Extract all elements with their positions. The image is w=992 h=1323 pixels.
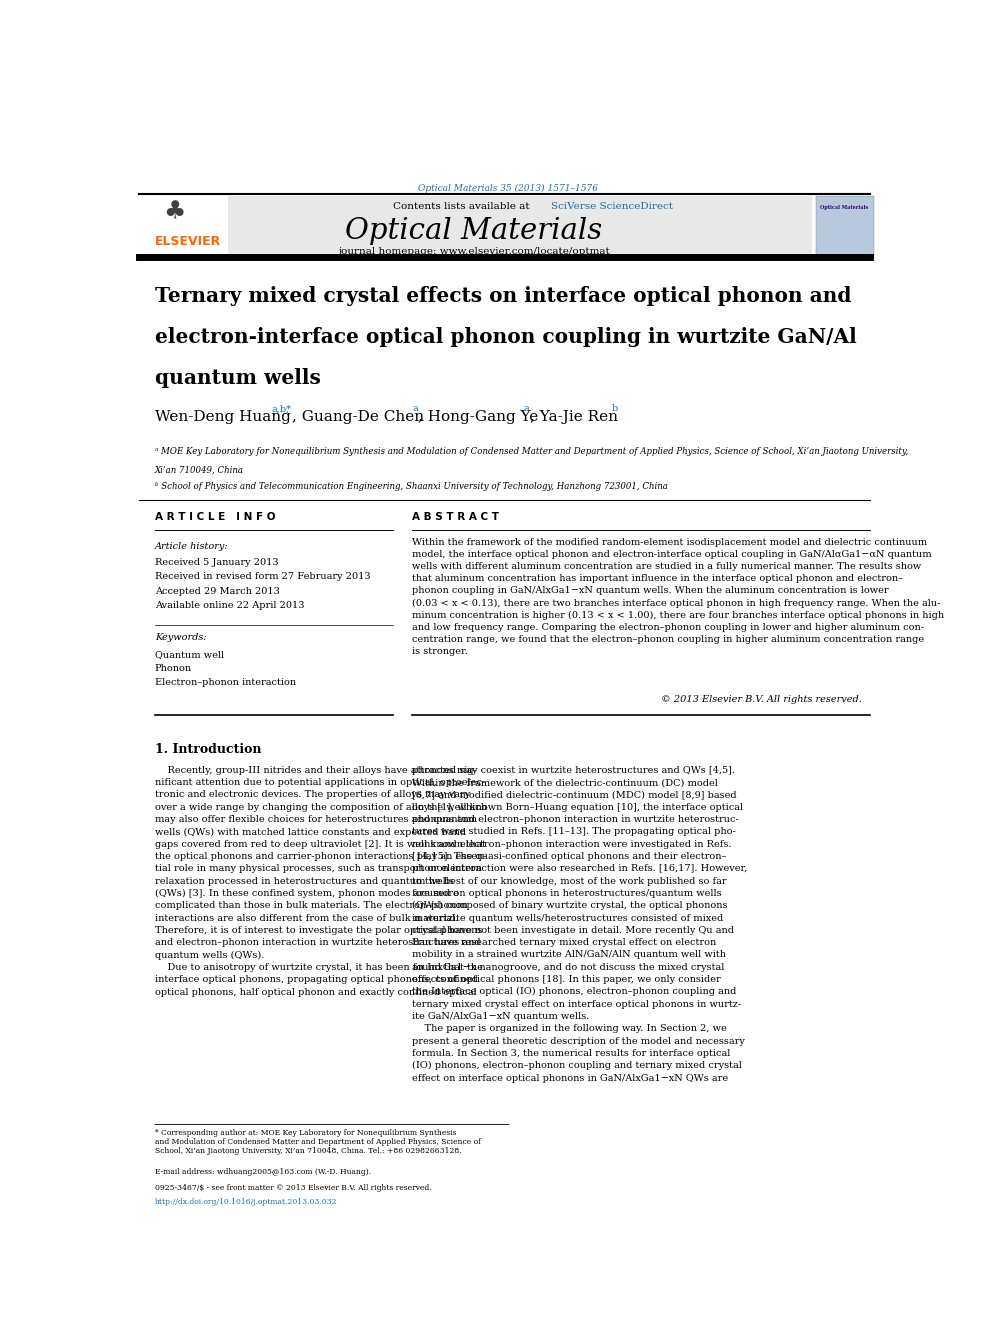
Text: Accepted 29 March 2013: Accepted 29 March 2013 (155, 586, 280, 595)
Bar (815, 196, 874, 255)
Text: E-mail address: wdhuang2005@163.com (W.-D. Huang).: E-mail address: wdhuang2005@163.com (W.-… (155, 1168, 371, 1176)
Bar (139, 196, 812, 255)
Text: phonons may coexist in wurtzite heterostructures and QWs [4,5].
Within the frame: phonons may coexist in wurtzite heterost… (413, 766, 748, 1082)
Text: Ternary mixed crystal effects on interface optical phonon and: Ternary mixed crystal effects on interfa… (155, 286, 851, 306)
Text: * Corresponding author at: MOE Key Laboratory for Nonequilibrium Synthesis
and M: * Corresponding author at: MOE Key Labor… (155, 1129, 481, 1155)
Text: Quantum well: Quantum well (155, 650, 224, 659)
Text: Optical Materials: Optical Materials (345, 217, 602, 245)
Text: *: * (286, 405, 291, 413)
Text: , Ya-Jie Ren: , Ya-Jie Ren (530, 410, 618, 425)
Text: journal homepage: www.elsevier.com/locate/optmat: journal homepage: www.elsevier.com/locat… (338, 247, 610, 257)
Text: © 2013 Elsevier B.V. All rights reserved.: © 2013 Elsevier B.V. All rights reserved… (662, 695, 862, 704)
Text: Phonon: Phonon (155, 664, 191, 673)
Text: a: a (524, 405, 530, 413)
Text: SciVerse ScienceDirect: SciVerse ScienceDirect (551, 201, 673, 210)
Bar (139, 196, 228, 255)
Text: Contents lists available at: Contents lists available at (393, 201, 533, 210)
Text: ELSEVIER: ELSEVIER (155, 235, 221, 249)
Text: quantum wells: quantum wells (155, 368, 320, 388)
Text: Wen-Deng Huang: Wen-Deng Huang (155, 410, 291, 425)
Text: Within the framework of the modified random-element isodisplacement model and di: Within the framework of the modified ran… (413, 537, 944, 656)
Text: b: b (611, 405, 618, 413)
Text: ᵇ School of Physics and Telecommunication Engineering, Shaanxi University of Tec: ᵇ School of Physics and Telecommunicatio… (155, 482, 668, 491)
Text: electron-interface optical phonon coupling in wurtzite GaN/Al: electron-interface optical phonon coupli… (155, 327, 856, 347)
Text: a,b,: a,b, (272, 405, 290, 413)
Text: Keywords:: Keywords: (155, 634, 206, 643)
Text: A R T I C L E   I N F O: A R T I C L E I N F O (155, 512, 275, 523)
Text: Received 5 January 2013: Received 5 January 2013 (155, 558, 279, 568)
Text: Received in revised form 27 February 2013: Received in revised form 27 February 201… (155, 573, 370, 581)
Text: a: a (413, 405, 418, 413)
Text: 1. Introduction: 1. Introduction (155, 744, 261, 757)
Text: Electron–phonon interaction: Electron–phonon interaction (155, 679, 296, 688)
Text: Optical Materials: Optical Materials (820, 205, 868, 209)
Text: 0925-3467/$ - see front matter © 2013 Elsevier B.V. All rights reserved.: 0925-3467/$ - see front matter © 2013 El… (155, 1184, 432, 1192)
Text: http://dx.doi.org/10.1016/j.optmat.2013.03.032: http://dx.doi.org/10.1016/j.optmat.2013.… (155, 1197, 337, 1205)
Text: Available online 22 April 2013: Available online 22 April 2013 (155, 601, 305, 610)
Text: ♣: ♣ (163, 200, 186, 224)
Text: A B S T R A C T: A B S T R A C T (413, 512, 499, 523)
Text: , Guang-De Chen: , Guang-De Chen (292, 410, 424, 425)
Text: Article history:: Article history: (155, 542, 228, 550)
Text: , Hong-Gang Ye: , Hong-Gang Ye (419, 410, 539, 425)
Text: Xi’an 710049, China: Xi’an 710049, China (155, 466, 244, 475)
Text: Recently, group-III nitrides and their alloys have attracted sig-
nificant atten: Recently, group-III nitrides and their a… (155, 766, 487, 996)
Text: ᵃ MOE Key Laboratory for Nonequilibrium Synthesis and Modulation of Condensed Ma: ᵃ MOE Key Laboratory for Nonequilibrium … (155, 447, 908, 456)
Text: Optical Materials 35 (2013) 1571–1576: Optical Materials 35 (2013) 1571–1576 (419, 184, 598, 193)
